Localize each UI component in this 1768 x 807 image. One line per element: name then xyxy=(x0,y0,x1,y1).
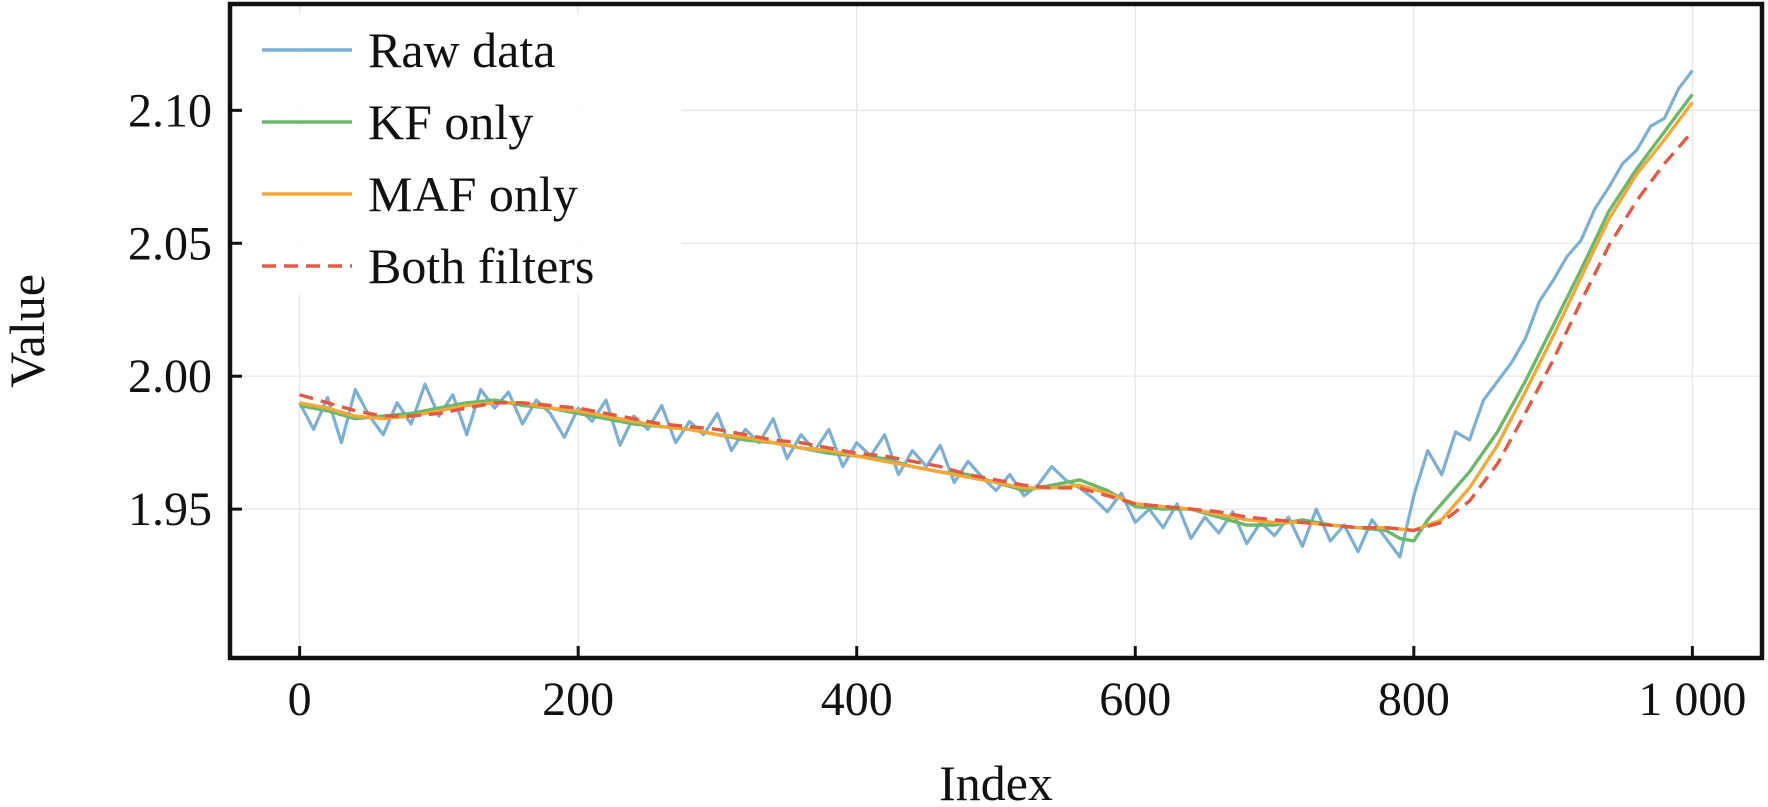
y-tick-label: 2.05 xyxy=(128,217,212,270)
x-tick-label: 0 xyxy=(288,673,312,726)
x-tick-label: 800 xyxy=(1378,673,1450,726)
x-tick-label: 600 xyxy=(1099,673,1171,726)
legend-label: MAF only xyxy=(368,166,578,222)
x-tick-label: 1 000 xyxy=(1638,673,1746,726)
legend-label: KF only xyxy=(368,94,533,150)
series-line-maf-only xyxy=(299,101,1694,533)
y-tick-label: 2.00 xyxy=(128,350,212,403)
series-line-raw-data xyxy=(298,69,1694,559)
legend-label: Both filters xyxy=(368,238,594,294)
y-tick-label: 1.95 xyxy=(128,483,212,536)
y-axis-label: Value xyxy=(0,274,55,388)
legend-label: Raw data xyxy=(368,22,555,78)
legend-box xyxy=(242,14,682,294)
series-line-both-filters xyxy=(299,130,1694,533)
x-tick-label: 400 xyxy=(821,673,893,726)
y-tick-label: 2.10 xyxy=(128,84,212,137)
grid xyxy=(230,4,1762,658)
series-lines xyxy=(298,69,1694,559)
plot-frame xyxy=(227,1,1765,661)
legend: Raw data KF only MAF only Both filters xyxy=(242,14,682,294)
axis-ticks: 0 200 400 600 800 1 000 1.95 2.00 2.05 2.10 xyxy=(128,84,1746,726)
x-axis-label: Index xyxy=(939,755,1053,807)
x-tick-label: 200 xyxy=(542,673,614,726)
